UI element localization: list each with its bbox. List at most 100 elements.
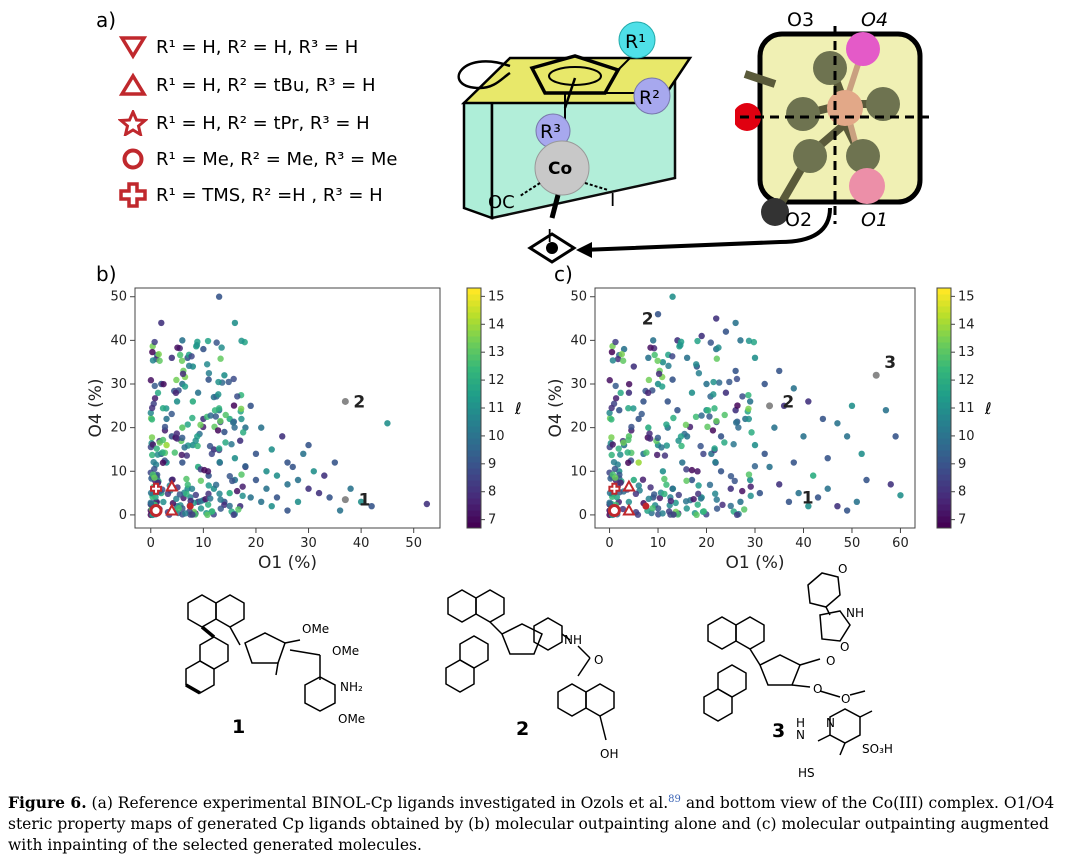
figure-caption: Figure 6. (a) Reference experimental BIN… <box>8 789 1074 856</box>
substituent-label: OH <box>600 747 618 761</box>
data-point <box>694 501 701 508</box>
annotation-label: 2 <box>642 310 654 330</box>
data-point <box>663 421 670 428</box>
data-point <box>229 419 237 426</box>
data-point <box>647 344 654 351</box>
eye-arrow <box>527 207 832 264</box>
data-point <box>150 458 157 466</box>
colorbar-segment <box>467 360 481 367</box>
data-point <box>612 338 619 346</box>
data-point <box>670 511 677 518</box>
data-point <box>745 391 752 399</box>
data-point <box>688 389 696 396</box>
eye-icon <box>527 232 577 264</box>
colorbar-segment <box>937 492 951 499</box>
data-point <box>201 466 208 474</box>
data-point <box>695 482 702 489</box>
data-point <box>809 472 817 479</box>
colorbar-segment <box>937 510 951 517</box>
data-point <box>179 434 186 442</box>
data-point <box>192 437 199 444</box>
data-point <box>194 389 202 396</box>
data-point <box>197 477 205 484</box>
caption-reference[interactable]: 89 <box>668 794 681 805</box>
x-axis-label: O1 (%) <box>258 553 317 573</box>
data-point <box>834 420 841 427</box>
data-point <box>620 345 628 353</box>
data-point <box>151 395 159 402</box>
y-tick-label: 10 <box>110 464 127 479</box>
colorbar-tick-label: 14 <box>488 317 505 332</box>
y-tick-label: 20 <box>110 421 127 436</box>
colorbar-segment <box>467 516 481 523</box>
colorbar-segment <box>467 450 481 457</box>
data-point <box>625 405 632 412</box>
quadrant-label-o4: O4 <box>861 9 888 31</box>
colorbar-tick-label: 10 <box>958 429 975 444</box>
data-point <box>630 476 637 484</box>
data-point <box>649 505 656 512</box>
data-point <box>222 439 229 446</box>
colorbar-segment <box>467 366 481 373</box>
data-point <box>149 357 157 364</box>
colorbar-tick-label: 14 <box>958 317 975 332</box>
data-point <box>709 427 717 434</box>
data-point <box>731 477 738 485</box>
data-point <box>695 490 702 498</box>
panel-c-label: c) <box>554 262 573 286</box>
data-point <box>188 353 195 360</box>
data-point <box>205 376 212 383</box>
data-point <box>756 489 764 497</box>
data-point <box>153 445 160 452</box>
colorbar-segment <box>467 312 481 319</box>
colorbar-segment <box>467 294 481 301</box>
data-point <box>225 378 232 386</box>
data-point <box>357 498 365 506</box>
colorbar-segment <box>467 456 481 463</box>
data-point <box>258 498 265 506</box>
data-point <box>683 354 691 362</box>
data-point <box>258 424 265 431</box>
data-point <box>670 414 677 422</box>
data-point <box>608 434 615 441</box>
colorbar-tick-label: 7 <box>488 513 496 528</box>
data-point <box>336 507 344 514</box>
data-point <box>208 450 216 458</box>
data-point <box>711 490 719 497</box>
colorbar-tick-label: 15 <box>488 289 505 304</box>
legend-text: R¹ = Me, R² = Me, R³ = Me <box>156 148 398 170</box>
data-point <box>658 444 665 451</box>
colorbar-segment <box>467 414 481 421</box>
data-point <box>697 495 705 502</box>
data-point <box>147 377 155 384</box>
data-point <box>189 414 196 422</box>
y-tick-label: 40 <box>570 333 587 348</box>
x-tick-label: 20 <box>248 536 265 551</box>
panel-a-label: a) <box>96 8 117 32</box>
data-point <box>843 433 851 440</box>
data-point <box>688 466 696 474</box>
data-point <box>824 454 831 462</box>
data-point <box>239 483 246 490</box>
data-point <box>858 450 865 458</box>
data-point <box>284 481 291 488</box>
data-point <box>608 451 615 459</box>
data-point <box>221 428 228 436</box>
data-point <box>149 441 157 448</box>
data-point <box>231 454 239 462</box>
reference-marker <box>165 479 179 492</box>
colorbar-segment <box>937 348 951 355</box>
r3-label: R³ <box>540 121 561 143</box>
data-point <box>226 472 233 480</box>
data-point <box>747 483 754 490</box>
data-point <box>207 412 214 419</box>
data-point <box>610 458 618 466</box>
caption-title: Figure 6. <box>8 793 87 813</box>
data-point <box>745 415 753 423</box>
reference-marker <box>150 482 163 495</box>
data-point <box>674 406 681 414</box>
reference-marker <box>622 479 636 492</box>
data-point <box>608 416 615 423</box>
data-point <box>247 402 254 410</box>
